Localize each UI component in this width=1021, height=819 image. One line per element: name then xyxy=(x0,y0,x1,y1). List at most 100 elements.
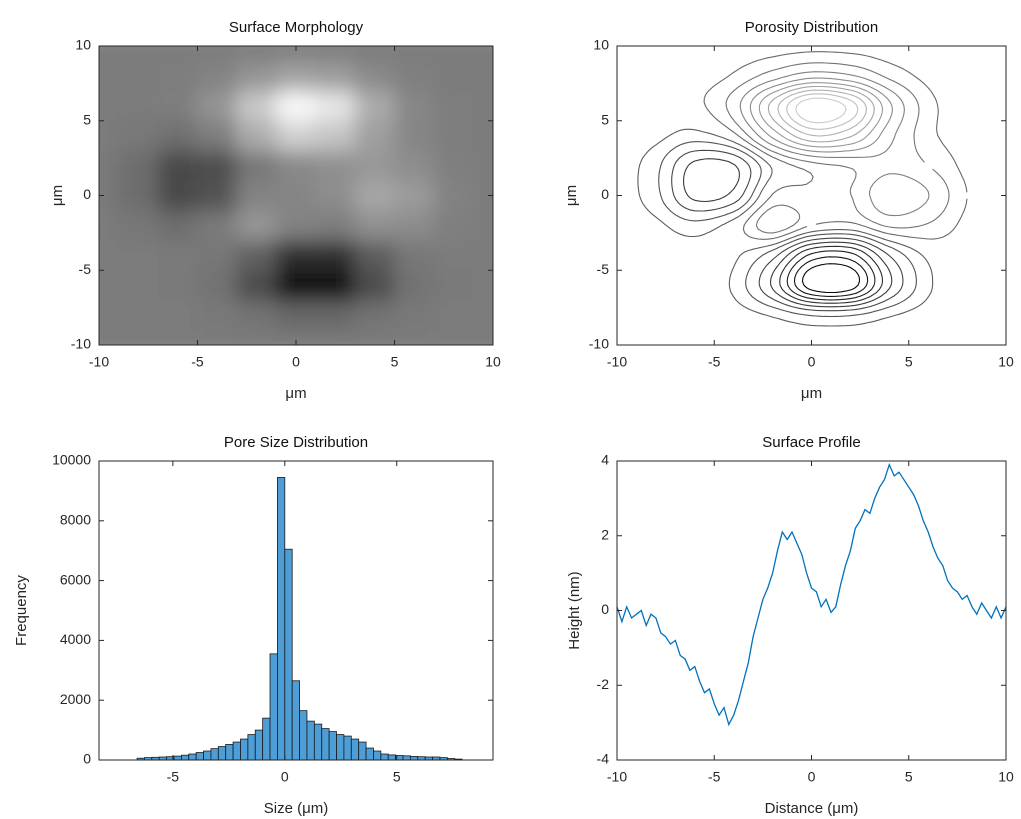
histogram-bar xyxy=(226,744,233,760)
y-tick-label: 2000 xyxy=(60,691,91,707)
histogram-bar xyxy=(300,711,307,760)
histogram-bar xyxy=(344,736,351,760)
y-tick-label: 10 xyxy=(593,37,609,53)
histogram-bar xyxy=(174,756,181,760)
heatmap-cell xyxy=(315,210,355,241)
histogram-bar xyxy=(263,718,270,760)
x-axis-label: Distance (μm) xyxy=(765,800,859,817)
heatmap-cell xyxy=(355,60,395,91)
page: -10-50510-10-50510Surface Morphologyμmμm… xyxy=(0,0,1021,819)
x-tick-label: -5 xyxy=(708,769,721,785)
heatmap-cell xyxy=(197,60,237,91)
histogram-bar xyxy=(189,754,196,760)
heatmap-cell xyxy=(197,210,237,241)
x-tick-label: 0 xyxy=(808,354,816,370)
heatmap-cell xyxy=(355,120,395,151)
histogram-bar xyxy=(322,729,329,760)
histogram-bar xyxy=(255,730,262,760)
heatmap-cell xyxy=(276,60,316,91)
x-tick-label: 5 xyxy=(905,354,913,370)
heatmap-cell xyxy=(158,210,198,241)
heatmap-cell xyxy=(394,120,434,151)
histogram-bar xyxy=(351,739,358,760)
heatmap-cell xyxy=(236,150,276,181)
heatmap-cell xyxy=(315,270,355,301)
y-axis-label: Height (nm) xyxy=(566,571,583,649)
y-tick-label: -2 xyxy=(597,676,610,692)
heatmap-cell xyxy=(355,240,395,271)
histogram-bar xyxy=(181,755,188,760)
heatmap-cell xyxy=(158,270,198,301)
heatmap-cell xyxy=(197,300,237,331)
heatmap-cell xyxy=(394,180,434,211)
histogram-bar xyxy=(248,735,255,760)
histogram-bar xyxy=(403,756,410,760)
heatmap-cell xyxy=(158,120,198,151)
heatmap-cell xyxy=(315,300,355,331)
heatmap-cell xyxy=(433,240,473,271)
heatmap-cell xyxy=(276,270,316,301)
y-tick-label: 5 xyxy=(83,111,91,127)
heatmap-cell xyxy=(236,180,276,211)
histogram-bar xyxy=(307,721,314,760)
x-tick-label: 10 xyxy=(998,354,1014,370)
histogram-bar xyxy=(292,681,299,760)
y-tick-label: 0 xyxy=(601,186,609,202)
heatmap xyxy=(79,31,513,361)
histogram-bar xyxy=(270,654,277,760)
y-tick-label: -10 xyxy=(589,336,609,352)
heatmap-cell xyxy=(118,180,158,211)
y-tick-label: 10 xyxy=(75,37,91,53)
heatmap-cell xyxy=(433,180,473,211)
heatmap-cell xyxy=(197,90,237,121)
heatmap-cell xyxy=(276,240,316,271)
x-tick-label: -10 xyxy=(607,354,627,370)
x-axis-label: μm xyxy=(801,385,822,402)
heatmap-cell xyxy=(394,300,434,331)
heatmap-cell xyxy=(355,180,395,211)
x-tick-label: -5 xyxy=(167,769,180,785)
x-tick-label: 0 xyxy=(292,354,300,370)
figure: -10-50510-10-50510Surface Morphologyμmμm… xyxy=(0,0,1021,819)
x-tick-label: -10 xyxy=(607,769,627,785)
heatmap-cell xyxy=(276,300,316,331)
heatmap-cell xyxy=(158,300,198,331)
heatmap-cell xyxy=(394,270,434,301)
heatmap-cell xyxy=(236,120,276,151)
heatmap-cell xyxy=(118,240,158,271)
chart-title: Pore Size Distribution xyxy=(224,434,368,451)
y-tick-label: 0 xyxy=(601,601,609,617)
histogram-bar xyxy=(233,742,240,760)
heatmap-cell xyxy=(315,60,355,91)
heatmap-cell xyxy=(433,60,473,91)
histogram-bar xyxy=(388,755,395,760)
y-tick-label: -5 xyxy=(79,261,92,277)
heatmap-cell xyxy=(197,270,237,301)
y-tick-label: 4000 xyxy=(60,631,91,647)
heatmap-cell xyxy=(118,210,158,241)
y-tick-label: 0 xyxy=(83,186,91,202)
chart-title: Surface Morphology xyxy=(229,19,364,36)
chart-title: Porosity Distribution xyxy=(745,19,878,36)
x-tick-label: -5 xyxy=(708,354,721,370)
y-tick-label: 10000 xyxy=(52,452,91,468)
heatmap-cell xyxy=(236,270,276,301)
heatmap-cell xyxy=(118,150,158,181)
histogram-bar xyxy=(314,724,321,760)
heatmap-cell xyxy=(158,90,198,121)
y-axis-label: Frequency xyxy=(13,575,30,646)
heatmap-cell xyxy=(276,180,316,211)
heatmap-cell xyxy=(158,180,198,211)
heatmap-cell xyxy=(355,150,395,181)
heatmap-cell xyxy=(276,210,316,241)
histogram-bar xyxy=(285,549,292,760)
heatmap-cell xyxy=(276,150,316,181)
heatmap-cell xyxy=(315,240,355,271)
heatmap-cell xyxy=(197,150,237,181)
heatmap-cell xyxy=(315,180,355,211)
x-tick-label: 0 xyxy=(808,769,816,785)
heatmap-cell xyxy=(315,120,355,151)
histogram-bar xyxy=(337,735,344,760)
heatmap-cell xyxy=(394,60,434,91)
